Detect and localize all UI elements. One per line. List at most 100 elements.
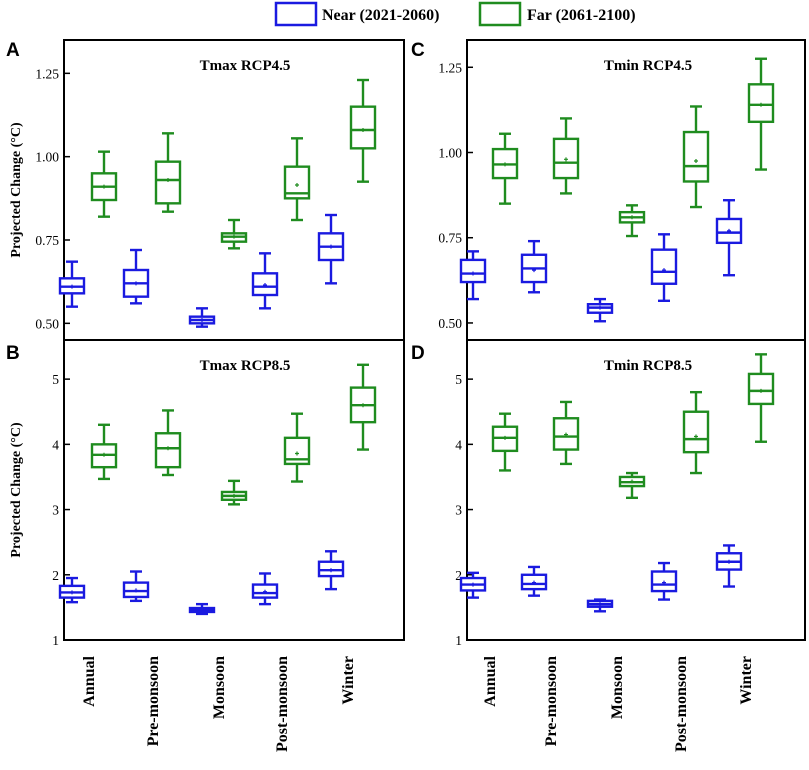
box-mean-marker	[662, 268, 666, 273]
box-far-winter	[747, 57, 775, 171]
box-mean-marker	[263, 589, 267, 594]
box-near-post-monsoon	[650, 561, 678, 601]
box-mean-marker	[759, 102, 763, 107]
box-iqr	[747, 83, 775, 124]
box-near-pre-monsoon	[122, 570, 150, 603]
box-iqr	[682, 410, 710, 454]
box-mean-marker	[166, 178, 170, 182]
legend-label-far: Far (2061-2100)	[527, 7, 636, 24]
box-mean-marker	[532, 268, 536, 273]
category-label: Winter	[738, 656, 755, 705]
category-labels-right: Annual Pre-monsoon Monsoon Post-monsoon Wint…	[482, 655, 755, 752]
box-mean-marker	[503, 162, 507, 167]
y-tick-label: 0.75	[438, 231, 462, 246]
y-tick-label: 5	[52, 372, 59, 387]
box-mean-marker	[564, 157, 568, 162]
y-tick-label: 3	[52, 503, 59, 518]
box-far-post-monsoon	[682, 390, 710, 475]
box-near-winter	[317, 550, 345, 591]
plot-frame-d	[466, 339, 806, 641]
box-far-winter	[349, 363, 377, 451]
box-iqr	[154, 160, 182, 205]
panel-title-a: Tmax RCP4.5	[200, 58, 291, 74]
box-mean-marker	[70, 590, 74, 595]
box-mean-marker	[694, 159, 698, 164]
box-mean-marker	[727, 559, 731, 564]
y-tick-label: 0.75	[35, 233, 59, 248]
y-tick-label: 3	[455, 503, 462, 518]
box-near-annual	[459, 250, 487, 301]
panel-title-c: Tmin RCP4.5	[604, 58, 692, 74]
box-near-winter	[317, 213, 345, 285]
box-far-annual	[491, 412, 519, 472]
box-near-post-monsoon	[650, 233, 678, 302]
box-iqr	[650, 248, 678, 285]
y-tick-label: 4	[52, 437, 59, 452]
box-near-pre-monsoon	[122, 248, 150, 305]
box-mean-marker	[694, 434, 698, 439]
box-mean-marker	[232, 493, 236, 498]
box-mean-marker	[232, 234, 236, 239]
box-mean-marker	[471, 271, 475, 276]
box-near-annual	[58, 576, 86, 604]
box-far-monsoon	[618, 204, 646, 238]
box-far-pre-monsoon	[154, 132, 182, 213]
category-label: Monsoon	[211, 656, 228, 719]
plot-area-tmax-rcp85: 1 2 3 4 5	[52, 363, 377, 648]
box-mean-marker	[598, 305, 602, 310]
y-axis-label-tmax-rcp85: Projected Change (°C)	[9, 422, 24, 558]
box-mean-marker	[102, 184, 106, 189]
panel-letter-a: A	[6, 40, 20, 61]
y-tick-label: 0.50	[35, 316, 59, 331]
category-label: Post-monsoon	[673, 656, 690, 752]
category-label: Winter	[340, 656, 357, 705]
box-mean-marker	[361, 403, 365, 408]
y-tick-label: 1.25	[35, 66, 59, 81]
box-far-pre-monsoon	[552, 400, 580, 466]
category-label: Pre-monsoon	[145, 656, 162, 746]
box-mean-marker	[134, 588, 138, 593]
box-iqr	[349, 105, 377, 150]
box-mean-marker	[759, 388, 763, 393]
category-label: Annual	[482, 655, 499, 706]
box-far-monsoon	[618, 471, 646, 500]
box-far-monsoon	[220, 479, 248, 506]
box-near-pre-monsoon	[520, 239, 548, 294]
box-near-annual	[459, 571, 487, 599]
legend: Near (2021-2060) Far (2061-2100)	[274, 1, 636, 27]
box-mean-marker	[503, 435, 507, 440]
plot-area-tmin-rcp45: 0.50 0.75 1.00 1.25	[438, 57, 775, 331]
box-mean-marker	[361, 128, 365, 132]
y-tick-label: 4	[455, 437, 462, 452]
box-near-post-monsoon	[251, 572, 279, 606]
y-tick-label: 1.00	[35, 150, 59, 165]
box-mean-marker	[329, 244, 333, 249]
y-tick-label: 0.50	[438, 316, 462, 331]
box-near-monsoon	[188, 602, 216, 616]
box-mean-marker	[630, 215, 634, 220]
box-far-winter	[747, 353, 775, 443]
category-label: Post-monsoon	[274, 656, 291, 752]
box-near-monsoon	[188, 307, 216, 328]
box-far-winter	[349, 78, 377, 183]
y-tick-label: 1.25	[438, 60, 462, 75]
box-iqr	[552, 417, 580, 451]
box-mean-marker	[295, 183, 299, 187]
box-mean-marker	[630, 479, 634, 484]
category-label: Pre-monsoon	[543, 656, 560, 746]
box-mean-marker	[662, 580, 666, 585]
category-labels-left: Annual Pre-monsoon Monsoon Post-monsoon Wint…	[81, 655, 357, 752]
plot-area-tmax-rcp45: 0.50 0.75 1.00 1.25	[35, 66, 377, 331]
plot-area-tmin-rcp85: 1 2 3 4 5	[455, 353, 775, 648]
box-mean-marker	[200, 318, 204, 322]
box-mean-marker	[532, 580, 536, 585]
box-far-pre-monsoon	[552, 117, 580, 195]
box-mean-marker	[727, 228, 731, 233]
y-axis-label-tmax-rcp45: Projected Change (°C)	[9, 122, 24, 258]
box-mean-marker	[70, 284, 74, 289]
y-tick-label: 2	[455, 568, 462, 583]
box-near-monsoon	[586, 297, 614, 323]
box-mean-marker	[329, 568, 333, 573]
box-mean-marker	[471, 582, 475, 587]
